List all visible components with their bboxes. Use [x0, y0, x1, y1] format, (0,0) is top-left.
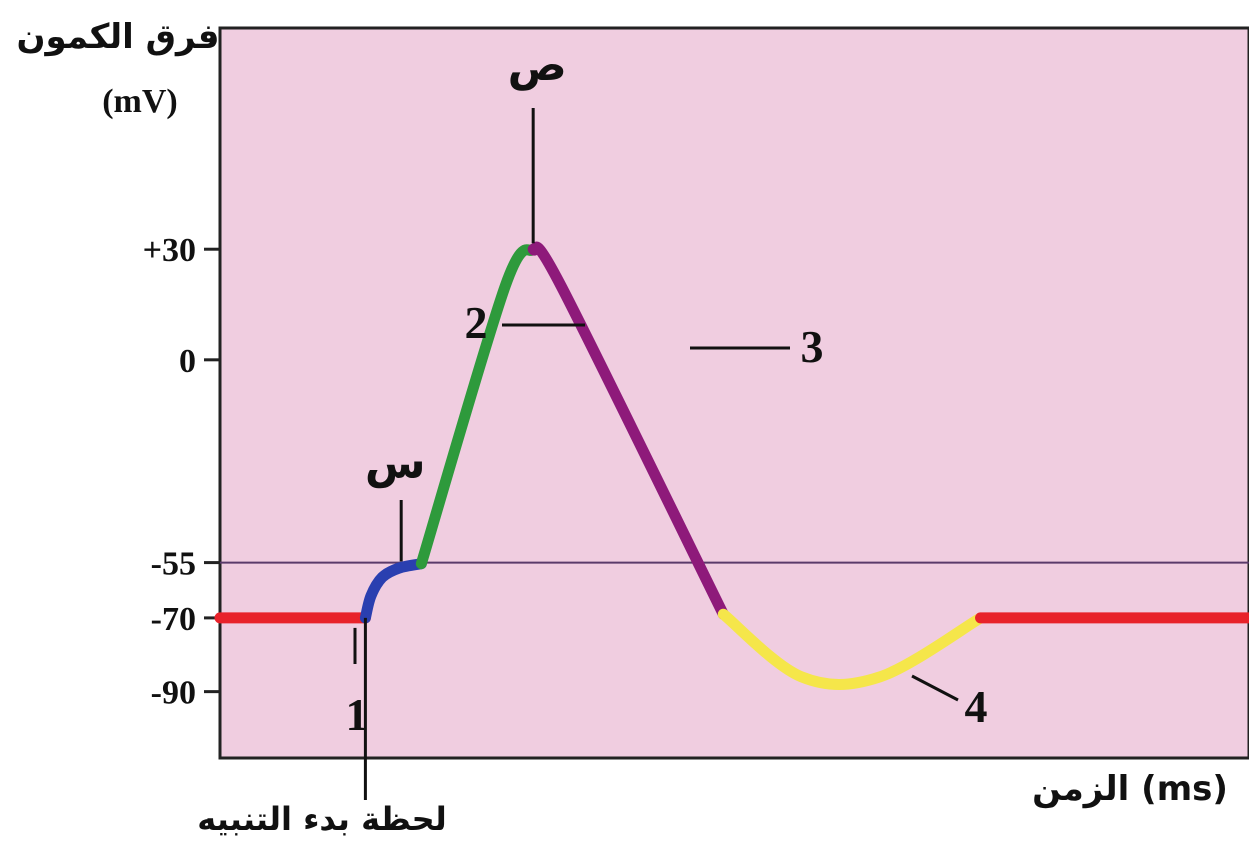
- plot-area: [218, 26, 1249, 760]
- phase-4-line: [911, 674, 959, 702]
- y-tick-label: +30: [143, 232, 196, 269]
- y-tick-label: 0: [179, 343, 196, 380]
- series-phase-2: [415, 243, 539, 570]
- y-axis-unit: (mV): [102, 83, 178, 120]
- series-phase-4: [717, 608, 987, 690]
- peak-label: ص: [508, 40, 567, 91]
- y-tick-label: -55: [151, 546, 196, 583]
- annotations: ص س 1 2 3 4: [346, 40, 988, 800]
- phase-2-label: 2: [465, 297, 488, 348]
- phase-1-label: 1: [346, 689, 369, 740]
- y-ticks: +30 0 -55 -70 -90: [143, 232, 220, 712]
- y-tick-label: -90: [151, 675, 196, 712]
- y-axis-title: فرق الكمون: [17, 17, 220, 57]
- x-axis-title: الزمن (ms): [1032, 769, 1228, 809]
- phase-3-label: 3: [801, 321, 824, 372]
- phase-4-label: 4: [965, 681, 988, 732]
- stimulus-label: لحظة بدء التنبيه: [197, 800, 446, 838]
- series-phase-3: [527, 241, 729, 620]
- series-group: [214, 241, 1249, 690]
- threshold-point-label: س: [365, 438, 426, 489]
- y-tick-label: -70: [151, 601, 196, 638]
- series-phase-depol_start: [359, 558, 427, 624]
